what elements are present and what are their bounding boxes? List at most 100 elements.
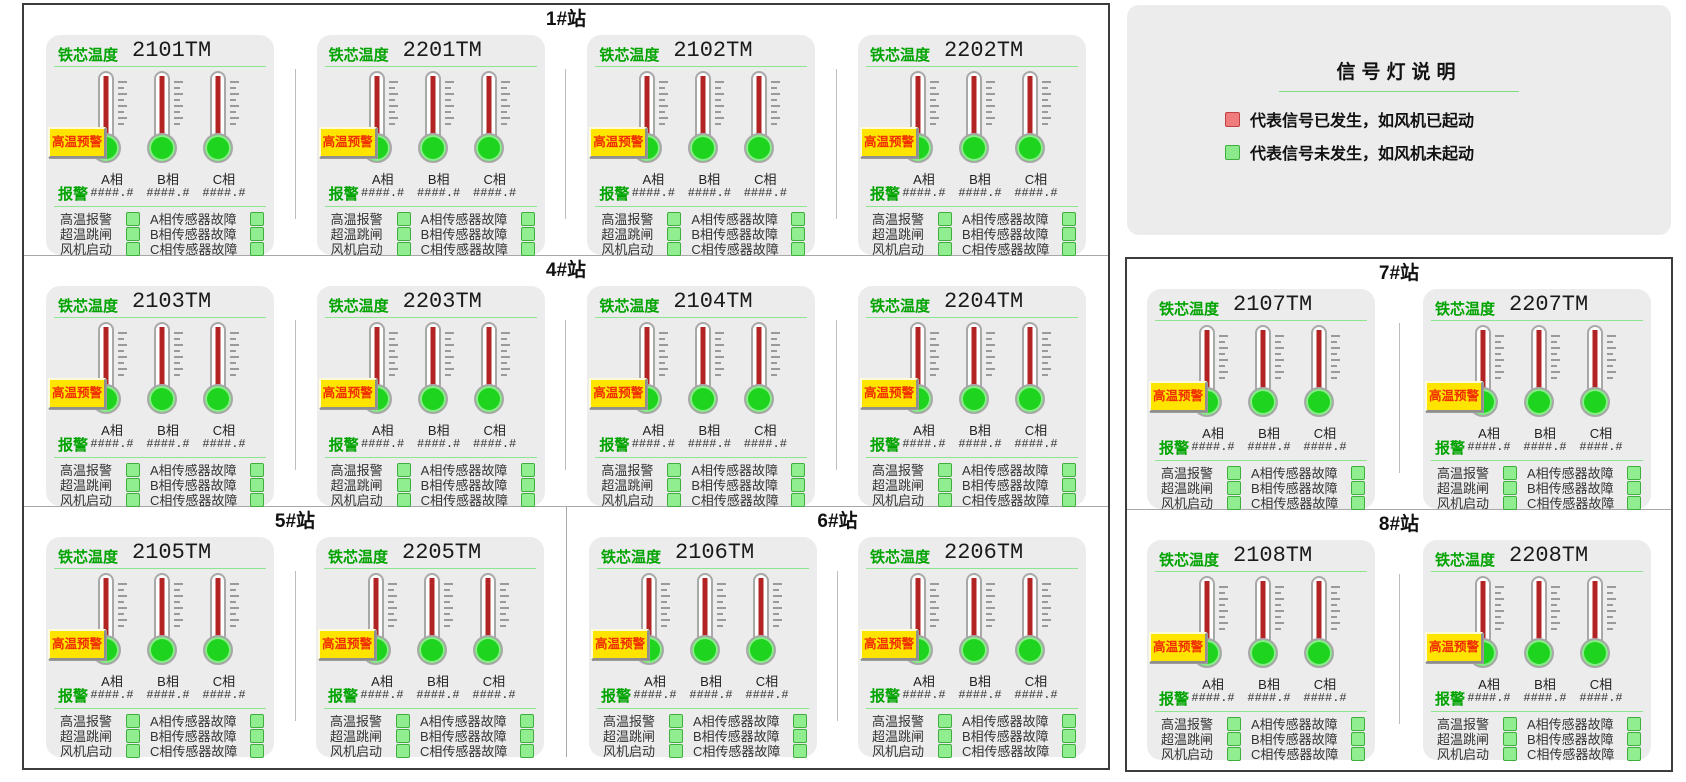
thermometer-tube [368, 71, 385, 142]
alarm-label: 超温跳闸 [1161, 481, 1214, 496]
phase-value: ####.# [689, 688, 733, 702]
alarm-divider [865, 206, 1078, 207]
phase-value: ####.# [633, 688, 677, 702]
transformer-id: 2203TM [402, 289, 482, 314]
signal-on-swatch [1225, 111, 1240, 127]
legend-title-underline [1279, 91, 1519, 92]
core-temperature-label: 铁芯温度 [1435, 552, 1496, 569]
high-temp-warning-button[interactable]: 高温预警 [859, 378, 918, 409]
alarm-indicator-light [250, 241, 264, 256]
high-temp-warning-button[interactable]: 高温预警 [318, 629, 376, 660]
mercury-column [971, 578, 977, 644]
thermometer-tube [424, 573, 440, 644]
phase-value: ####.# [416, 688, 460, 702]
alarm-row: 风机启动 C相传感器故障 [601, 492, 806, 508]
alarm-indicator-light [937, 211, 952, 226]
core-temperature-label: 铁芯温度 [328, 549, 389, 566]
alarm-indicator-light [1227, 716, 1241, 731]
alarm-indicator-light [126, 211, 140, 226]
phase-label: C相 [212, 423, 236, 438]
panel-divider [836, 320, 838, 470]
high-temp-warning-button[interactable]: 高温预警 [318, 378, 377, 409]
alarm-label: C相传感器故障 [420, 493, 509, 508]
high-temp-warning-button[interactable]: 高温预警 [1149, 632, 1207, 663]
alarm-label: C相传感器故障 [691, 493, 779, 508]
phase-label: B相 [427, 172, 450, 187]
high-temp-warning-button[interactable]: 高温预警 [860, 629, 918, 660]
scale-ticks-icon [1219, 586, 1228, 634]
high-temp-warning-button[interactable]: 高温预警 [48, 127, 106, 158]
alarm-row: 风机启动 C相传感器故障 [331, 241, 535, 257]
phase-label: B相 [1534, 677, 1556, 692]
thermometer-bulb [690, 635, 720, 665]
signal-off-swatch [1225, 144, 1240, 160]
alarm-row: 超温跳闸 B相传感器故障 [60, 728, 264, 744]
alarm-indicator-light [1061, 462, 1076, 477]
alarm-indicator-light [1503, 746, 1517, 761]
alarm-rows: 高温报警 A相传感器故障 超温跳闸 B相传感器故障 风机启动 C相传感器故障 [60, 211, 264, 257]
high-temp-warning-button[interactable]: 高温预警 [589, 127, 648, 158]
phase-value: ####.# [146, 186, 190, 200]
alarm-label: 高温报警 [330, 714, 383, 729]
alarm-indicator-light [938, 743, 952, 758]
alarm-rows: 高温报警 A相传感器故障 超温跳闸 B相传感器故障 风机启动 C相传感器故障 [60, 713, 264, 759]
thermometer-c [473, 71, 517, 199]
phase-value: ####.# [958, 688, 1002, 702]
phase-label: B相 [969, 674, 991, 689]
mercury-column [215, 578, 221, 644]
phase-label: C相 [482, 674, 506, 689]
phase-value: ####.# [1467, 440, 1511, 454]
legend-title: 信号灯说明 [1336, 62, 1462, 83]
alarm-section-label: 报警 [58, 437, 89, 454]
phase-value: ####.# [202, 688, 246, 702]
mercury-column [159, 578, 165, 644]
high-temp-warning-button[interactable]: 高温预警 [1425, 632, 1483, 663]
alarm-label: 高温报警 [330, 463, 383, 478]
mercury-column [103, 327, 109, 393]
alarm-label: C相传感器故障 [961, 242, 1050, 257]
scale-ticks-icon [500, 583, 509, 631]
high-temp-warning-button[interactable]: 高温预警 [1425, 381, 1483, 412]
panel-row: 铁芯温度 2108TM A相 ####.# B相 ####.# C相 ####.# 高温预警 报警… [1127, 537, 1671, 762]
high-temp-warning-button[interactable]: 高温预警 [318, 127, 377, 158]
alarm-indicator-light [520, 728, 534, 743]
thermometer-bulb [147, 133, 177, 163]
high-temp-warning-button[interactable]: 高温预警 [48, 629, 106, 660]
thermometer-c [1014, 322, 1058, 450]
alarm-label: 风机启动 [60, 744, 113, 759]
alarm-label: A相传感器故障 [1527, 466, 1614, 481]
temperature-panel-2205TM: 铁芯温度 2205TM A相 ####.# B相 ####.# C相 ####.# 高温预警 报警… [316, 537, 544, 759]
thermometer-tube [966, 573, 982, 644]
temperature-panel-2101TM: 铁芯温度 2101TM A相 ####.# B相 ####.# C相 ####.# 高温预警 报警… [46, 35, 274, 257]
header-divider [597, 568, 809, 569]
high-temp-warning-button[interactable]: 高温预警 [591, 629, 649, 660]
alarm-label: B相传感器故障 [150, 227, 237, 242]
alarm-rows: 高温报警 A相传感器故障 超温跳闸 B相传感器故障 风机启动 C相传感器故障 [1437, 716, 1641, 762]
thermometer-a [902, 573, 946, 701]
alarm-label: A相传感器故障 [691, 212, 778, 227]
alarm-label: C相传感器故障 [150, 242, 238, 257]
high-temp-warning-button[interactable]: 高温预警 [589, 378, 648, 409]
alarm-indicator-light [1351, 480, 1365, 495]
alarm-indicator-light [1351, 716, 1365, 731]
alarm-label: B相传感器故障 [693, 729, 780, 744]
alarm-label: A相传感器故障 [420, 212, 508, 227]
alarm-indicator-light [520, 211, 535, 226]
alarm-label: B相传感器故障 [420, 227, 508, 242]
thermometer-bulb [958, 384, 989, 414]
high-temp-warning-button[interactable]: 高温预警 [48, 378, 106, 409]
alarm-label: B相传感器故障 [420, 729, 507, 744]
alarm-label: 超温跳闸 [871, 227, 924, 242]
mercury-column [915, 578, 921, 644]
phase-value: ####.# [1014, 688, 1058, 702]
alarm-indicator-light [520, 743, 534, 758]
high-temp-warning-button[interactable]: 高温预警 [1149, 381, 1207, 412]
thermometer-tube [753, 573, 769, 644]
alarm-indicator-light [250, 211, 264, 226]
alarm-label: C相传感器故障 [1251, 496, 1339, 511]
panel-divider [1398, 323, 1400, 473]
high-temp-warning-button[interactable]: 高温预警 [859, 127, 918, 158]
thermometer-bulb [203, 635, 233, 665]
mercury-column [1204, 581, 1210, 647]
alarm-indicator-light [1061, 211, 1076, 226]
